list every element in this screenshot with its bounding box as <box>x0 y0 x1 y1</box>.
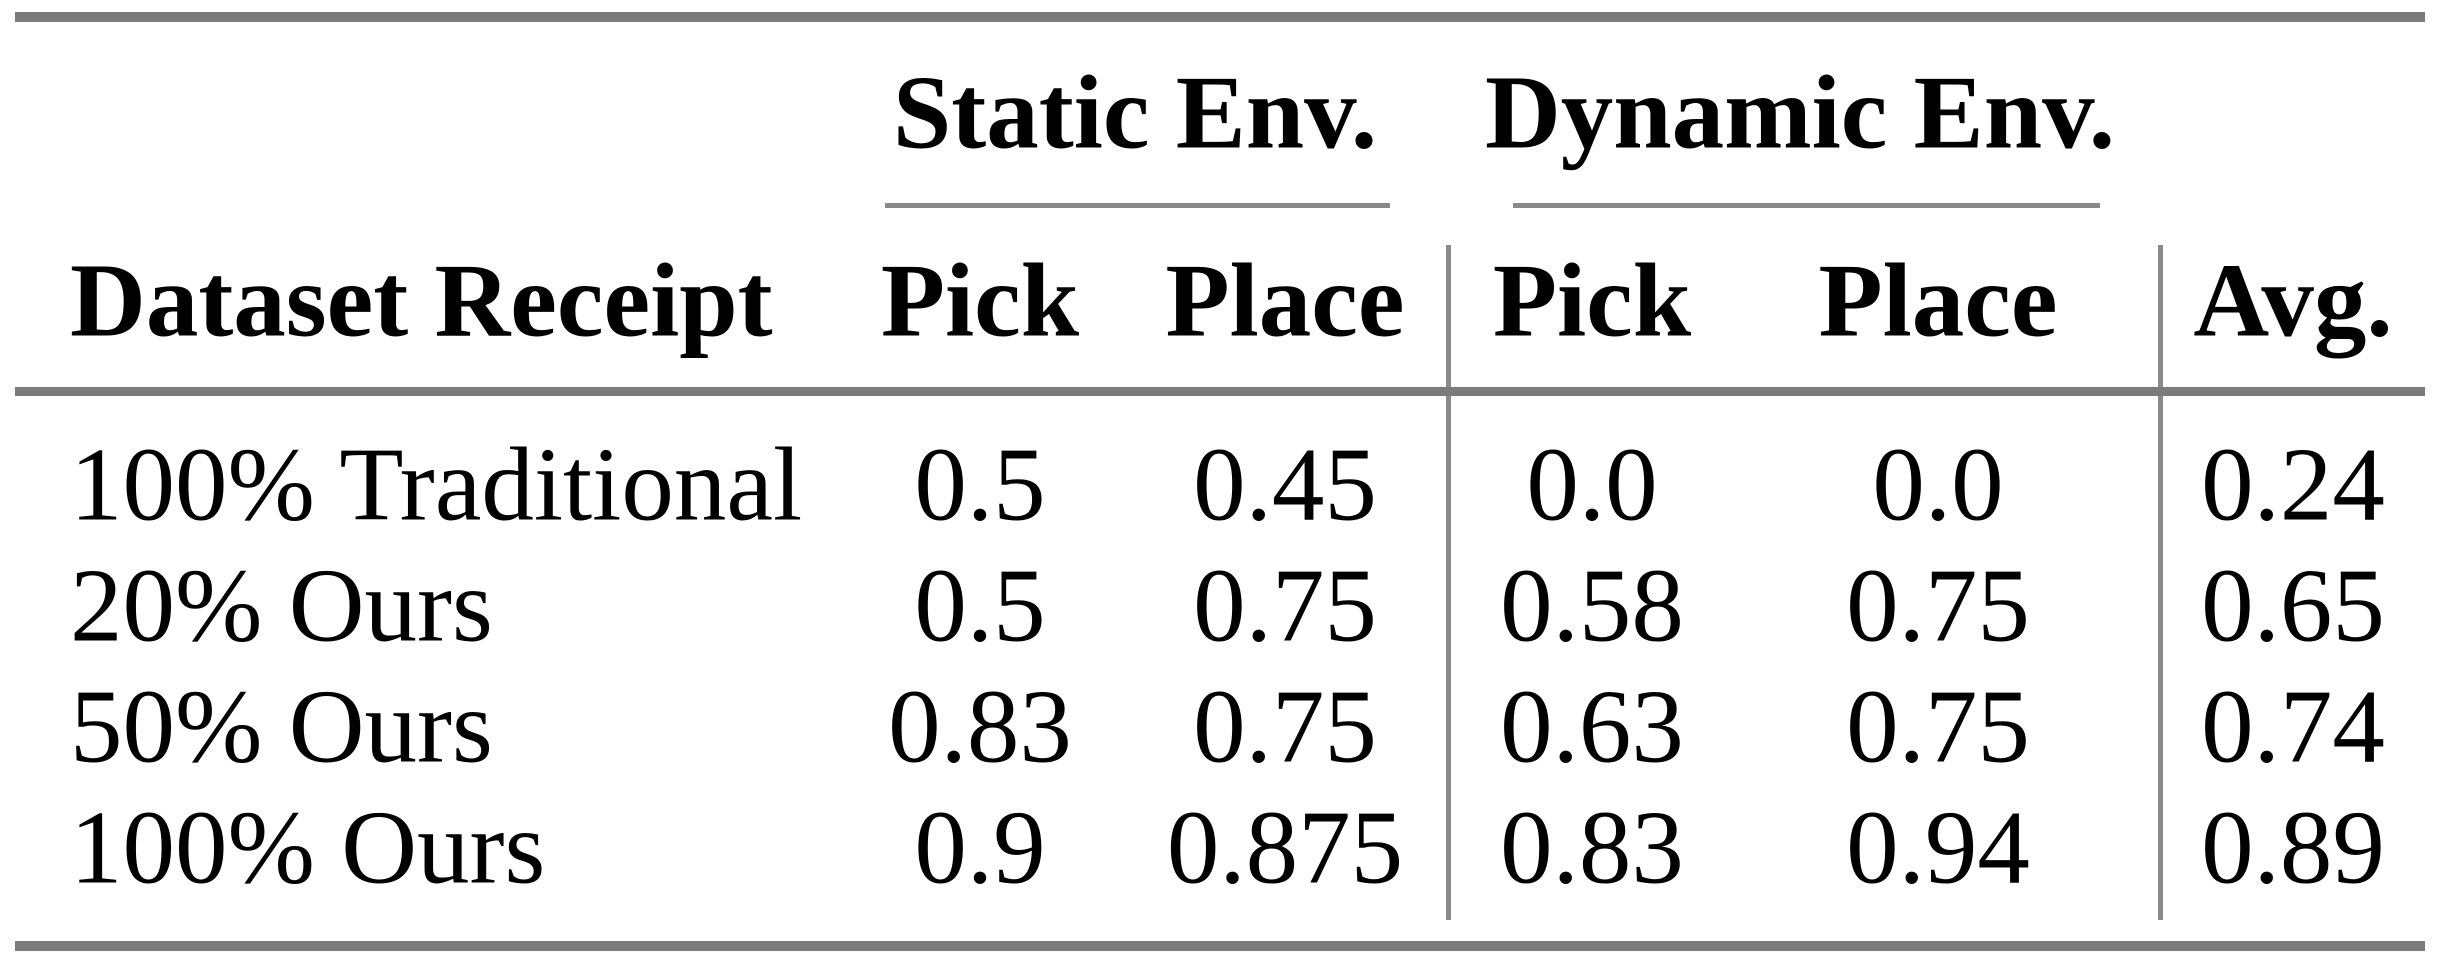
dynamic-env-underline-rule <box>1513 203 2100 208</box>
cell-static-pick: 0.83 <box>888 667 1072 785</box>
cell-static-place: 0.875 <box>1166 788 1404 906</box>
cell-avg: 0.24 <box>2201 425 2385 543</box>
cell-dynamic-place: 0.0 <box>1872 425 2004 543</box>
cell-static-pick: 0.9 <box>914 788 1046 906</box>
group-header-dynamic-env: Dynamic Env. <box>1484 53 2116 171</box>
row-label: 20% Ours <box>70 546 493 664</box>
cell-dynamic-place: 0.75 <box>1846 667 2030 785</box>
bottom-rule <box>15 941 2425 951</box>
row-label: 100% Ours <box>70 788 546 906</box>
cell-static-place: 0.75 <box>1193 546 1377 664</box>
column-header-dataset-receipt: Dataset Receipt <box>70 241 773 359</box>
top-rule <box>15 12 2425 22</box>
cell-avg: 0.89 <box>2201 788 2385 906</box>
column-header-static-place: Place <box>1165 241 1405 359</box>
vertical-separator-avg <box>2158 245 2163 920</box>
cell-dynamic-pick: 0.0 <box>1526 425 1658 543</box>
vertical-separator-static-dynamic <box>1446 245 1451 920</box>
column-header-dynamic-pick: Pick <box>1492 241 1692 359</box>
cell-static-pick: 0.5 <box>914 546 1046 664</box>
cell-avg: 0.65 <box>2201 546 2385 664</box>
column-header-static-pick: Pick <box>880 241 1080 359</box>
static-env-underline-rule <box>885 203 1390 208</box>
cell-static-place: 0.75 <box>1193 667 1377 785</box>
column-header-dynamic-place: Place <box>1818 241 2058 359</box>
cell-dynamic-pick: 0.83 <box>1500 788 1684 906</box>
cell-avg: 0.74 <box>2201 667 2385 785</box>
header-body-rule <box>15 387 2425 396</box>
cell-dynamic-place: 0.94 <box>1846 788 2030 906</box>
cell-dynamic-pick: 0.58 <box>1500 546 1684 664</box>
row-label: 100% Traditional <box>70 425 803 543</box>
cell-static-pick: 0.5 <box>914 425 1046 543</box>
column-header-avg: Avg. <box>2193 241 2393 359</box>
cell-static-place: 0.45 <box>1193 425 1377 543</box>
cell-dynamic-pick: 0.63 <box>1500 667 1684 785</box>
cell-dynamic-place: 0.75 <box>1846 546 2030 664</box>
row-label: 50% Ours <box>70 667 493 785</box>
group-header-static-env: Static Env. <box>892 53 1378 171</box>
